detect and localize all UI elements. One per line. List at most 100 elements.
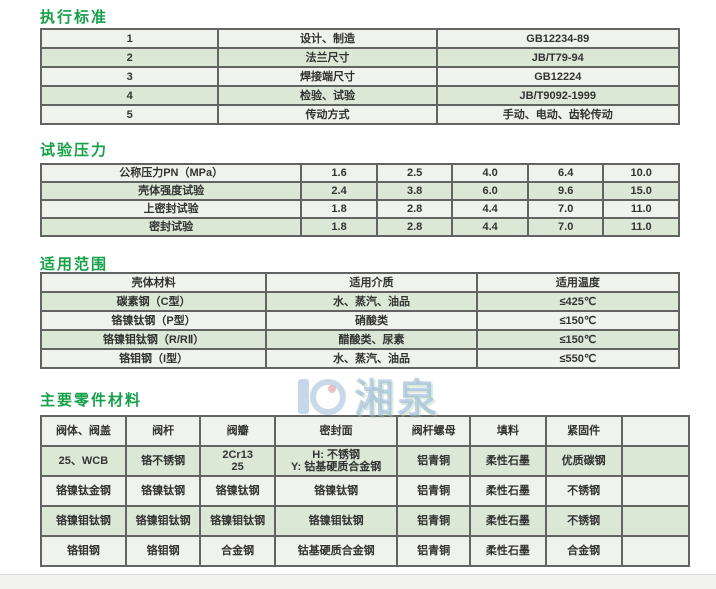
table-cell: 11.0 (602, 217, 680, 237)
table-cell: 铬镍钼钛钢（R/RⅡ） (39, 329, 268, 350)
table-cell: 检验、试验 (217, 85, 438, 106)
table-row: 壳体材料 适用介质 适用温度 (39, 272, 681, 293)
table-cell: GB12224 (435, 66, 681, 87)
table-row: 1 设计、制造 GB12234-89 (39, 28, 681, 49)
watermark-text: 湘泉 (354, 376, 440, 421)
table-cell: 密封面 (273, 415, 399, 447)
table-cell: 2.8 (375, 199, 454, 219)
table-cell: 9.6 (526, 181, 605, 201)
table-cell: 4.4 (451, 199, 529, 219)
table-cell: 2 (39, 47, 220, 68)
table-cell: JB/T9092-1999 (435, 85, 681, 106)
table-cell: 3.8 (375, 181, 454, 201)
table-cell: 10.0 (602, 163, 680, 183)
table-cell: ≤550℃ (475, 348, 681, 369)
table-cell: 铝青铜 (396, 445, 471, 477)
table-cell: 1.8 (300, 217, 378, 237)
table-row: 铬镍钛钢（P型） 硝酸类 ≤150℃ (39, 310, 681, 331)
table-cell: 6.0 (451, 181, 529, 201)
table-cell: 阀体、阀盖 (40, 415, 127, 447)
table-cell: 铬镍钛钢（P型） (39, 310, 268, 331)
table-cell: 壳体材料 (39, 272, 268, 293)
table-cell: 传动方式 (217, 104, 438, 125)
table-cell: 7.0 (526, 217, 605, 237)
section-title-application-range: 适用范围 (40, 256, 109, 273)
table-cell: 水、蒸汽、油品 (265, 348, 478, 369)
table-cell: ≤150℃ (475, 329, 681, 350)
table-cell: 2Cr13 25 (199, 445, 276, 477)
main-part-materials-table: 阀体、阀盖 阀杆 阀瓣 密封面 阀杆螺母 填料 紧固件 25、WCB 铬不锈钢 2Cr13 25 H… (40, 415, 691, 567)
test-pressure-table: 公称压力PN（MPa） 1.6 2.5 4.0 6.4 10.0 壳体强度试验 2.4 3.8 6… (39, 163, 680, 237)
table-cell: 阀杆 (124, 415, 202, 447)
section-title-standards: 执行标准 (40, 9, 109, 26)
table-row: 阀体、阀盖 阀杆 阀瓣 密封面 阀杆螺母 填料 紧固件 (40, 415, 691, 447)
table-cell: 阀杆螺母 (396, 415, 471, 447)
table-cell: 3 (39, 66, 220, 87)
table-cell: 4 (39, 85, 220, 106)
page-bottom-strip (0, 574, 716, 589)
table-cell: 铬不锈钢 (124, 445, 202, 477)
table-cell: 柔性石墨 (468, 475, 547, 507)
table-cell: 铬镍钛钢 (199, 475, 276, 507)
table-cell: 6.4 (526, 163, 605, 183)
table-cell: 2.5 (375, 163, 454, 183)
table-cell: 紧固件 (544, 415, 623, 447)
table-cell: JB/T79-94 (435, 47, 681, 68)
table-cell: 铬钼钢（I型） (39, 348, 268, 369)
table-cell: 密封试验 (39, 217, 303, 237)
application-range-table: 壳体材料 适用介质 适用温度 碳素钢（C型） 水、蒸汽、油品 ≤425℃ 铬镍钛钢（P型）硝… (39, 272, 681, 369)
table-cell: H: 不锈钢 Y: 钴基硬质合金钢 (273, 445, 399, 477)
table-row: 上密封试验 1.8 2.8 4.4 7.0 11.0 (39, 199, 680, 219)
table-row: 4 检验、试验 JB/T9092-1999 (39, 85, 681, 106)
table-cell: 7.0 (526, 199, 605, 219)
table-cell: 铬镍钼钛钢 (40, 505, 127, 537)
table-cell: 不锈钢 (544, 475, 623, 507)
table-cell: 铬钼钢 (40, 535, 127, 567)
table-cell: 铝青铜 (396, 535, 471, 567)
table-cell (620, 475, 691, 507)
table-cell: 柔性石墨 (468, 505, 547, 537)
table-row: 3 焊接端尺寸 GB12224 (39, 66, 681, 87)
table-cell: 铬镍钼钛钢 (273, 505, 399, 537)
table-cell: 铬镍钛金钢 (40, 475, 127, 507)
table-cell: 铬镍钛钢 (124, 475, 202, 507)
table-cell (620, 415, 691, 447)
table-cell: 11.0 (602, 199, 680, 219)
table-row: 密封试验 1.8 2.8 4.4 7.0 11.0 (39, 217, 680, 237)
table-cell: 合金钢 (544, 535, 623, 567)
table-cell: 合金钢 (199, 535, 276, 567)
table-cell: 4.4 (451, 217, 529, 237)
table-cell: ≤150℃ (475, 310, 681, 331)
table-cell: 铬镍钛钢 (273, 475, 399, 507)
table-row: 铬镍钛金钢 铬镍钛钢 铬镍钛钢 铬镍钛钢 铝青铜 柔性石墨 不锈钢 (40, 475, 691, 507)
table-cell (620, 505, 691, 537)
table-cell: 柔性石墨 (468, 535, 547, 567)
table-row: 壳体强度试验 2.4 3.8 6.0 9.6 15.0 (39, 181, 680, 201)
table-cell: 1 (39, 28, 220, 49)
table-row: 公称压力PN（MPa） 1.6 2.5 4.0 6.4 10.0 (39, 163, 680, 183)
table-cell: 铬钼钢 (124, 535, 202, 567)
table-row: 25、WCB 铬不锈钢 2Cr13 25 H: 不锈钢 Y: 钴基硬质合金钢 铝青铜 柔性… (40, 445, 691, 477)
table-cell: 2.8 (375, 217, 454, 237)
table-cell: 4.0 (451, 163, 529, 183)
table-cell: 1.8 (300, 199, 378, 219)
table-row: 铬钼钢 铬钼钢 合金钢 钴基硬质合金钢 铝青铜 柔性石墨 合金钢 (40, 535, 691, 567)
table-row: 铬镍钼钛钢（R/RⅡ） 醋酸类、尿素 ≤150℃ (39, 329, 681, 350)
table-cell: 填料 (468, 415, 547, 447)
table-cell: 1.6 (300, 163, 378, 183)
table-cell: GB12234-89 (435, 28, 681, 49)
table-cell: 手动、电动、齿轮传动 (435, 104, 681, 125)
table-cell: 适用温度 (475, 272, 681, 293)
table-cell: 壳体强度试验 (39, 181, 303, 201)
table-row: 铬镍钼钛钢 铬镍钼钛钢 铬镍钼钛钢 铬镍钼钛钢 铝青铜 柔性石墨 不锈钢 (40, 505, 691, 537)
section-title-main-part-materials: 主要零件材料 (40, 392, 143, 409)
table-cell: 2.4 (300, 181, 378, 201)
table-cell: 铬镍钼钛钢 (199, 505, 276, 537)
table-cell: ≤425℃ (475, 291, 681, 312)
table-row: 铬钼钢（I型） 水、蒸汽、油品 ≤550℃ (39, 348, 681, 369)
table-cell: 钴基硬质合金钢 (273, 535, 399, 567)
table-cell: 铝青铜 (396, 505, 471, 537)
table-cell: 碳素钢（C型） (39, 291, 268, 312)
table-cell: 柔性石墨 (468, 445, 547, 477)
table-cell: 水、蒸汽、油品 (265, 291, 478, 312)
